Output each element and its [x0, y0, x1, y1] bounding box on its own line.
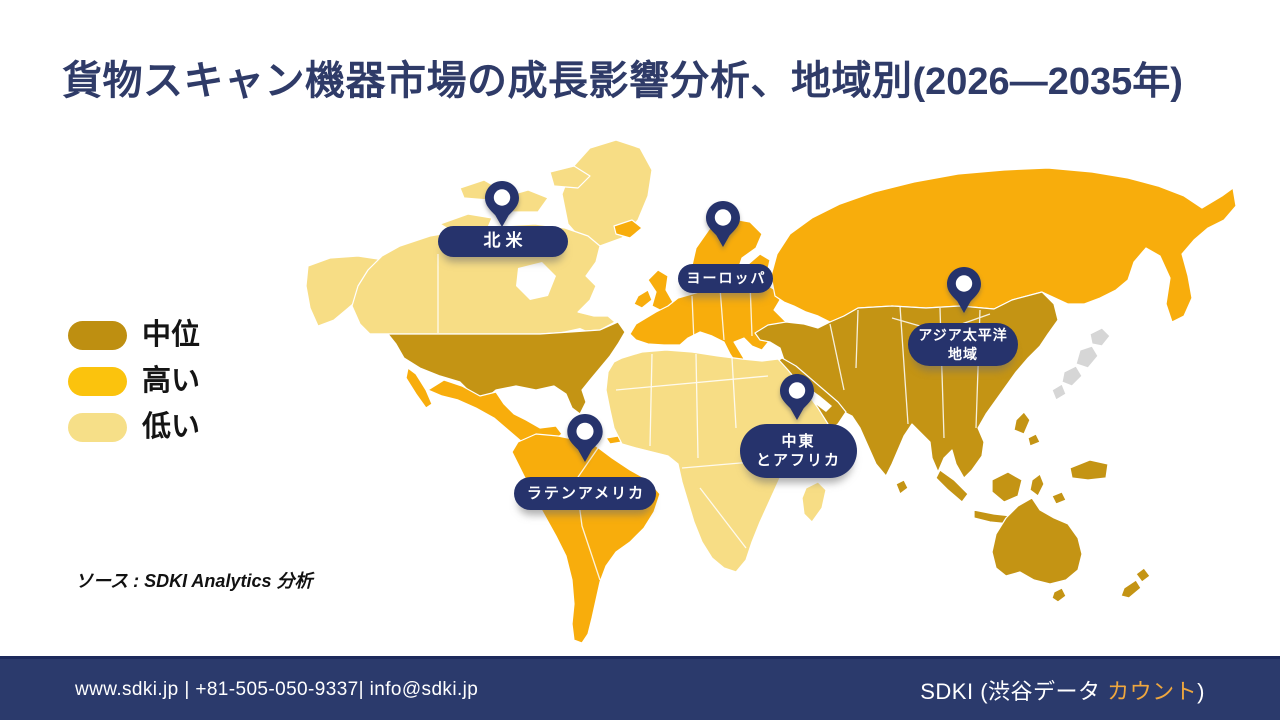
legend-label-high: 高い — [142, 365, 201, 397]
legend-swatch-medium — [68, 321, 127, 350]
map-pin-europe — [703, 200, 743, 248]
map-region-africa — [605, 349, 829, 573]
map-pin-north-america — [482, 180, 522, 228]
legend-item-low: 低い — [68, 413, 200, 442]
map-label-middle-east-africa: 中東 とアフリカ — [740, 424, 857, 478]
map-label-latin-america: ラテンアメリカ — [514, 477, 656, 510]
legend-item-medium: 中位 — [68, 321, 200, 350]
footer-brand-prefix: SDKI (渋谷データ — [920, 678, 1108, 704]
map-region-usa — [369, 321, 626, 415]
map-label-asia-pacific: アジア太平洋 地域 — [908, 323, 1018, 366]
map-region-new-zealand — [1120, 567, 1151, 599]
footer-bar: www.sdki.jp | +81-505-050-9337| info@sdk… — [0, 656, 1280, 720]
legend-swatch-low — [68, 413, 127, 442]
footer-brand-suffix: ) — [1197, 678, 1205, 704]
map-label-text: 北米 — [483, 231, 528, 251]
map-pin-latin-america — [564, 413, 606, 463]
footer-brand: SDKI (渋谷データ カウント) — [920, 674, 1205, 706]
map-label-text: ラテンアメリカ — [526, 484, 646, 502]
map-label-text: アジア太平洋 — [918, 327, 1008, 344]
map-label-text: ヨーロッパ — [686, 270, 767, 287]
legend-swatch-high — [68, 367, 127, 396]
legend-label-medium: 中位 — [142, 319, 201, 351]
page-title-main: 貨物スキャン機器市場の成長影響分析、地域別 — [62, 58, 913, 103]
legend: 中位 高い 低い — [68, 321, 200, 459]
legend-item-high: 高い — [68, 367, 200, 396]
map-region-madagascar — [801, 481, 827, 523]
legend-label-low: 低い — [142, 411, 201, 443]
map-region-philippines — [1013, 411, 1041, 447]
map-region-baja — [405, 367, 433, 409]
map-region-sri-lanka — [895, 479, 909, 495]
map-region-iceland — [613, 219, 643, 239]
map-region-new-guinea — [1069, 459, 1109, 481]
map-region-russia — [770, 167, 1237, 323]
map-label-text: とアフリカ — [755, 452, 841, 469]
page-title-period: (2026—2035年) — [912, 61, 1183, 103]
map-label-text: 地域 — [948, 345, 978, 362]
map-label-text: 中東 — [781, 432, 816, 450]
footer-contact: www.sdki.jp | +81-505-050-9337| info@sdk… — [75, 678, 479, 700]
world-map-svg — [305, 139, 1237, 644]
page-title: 貨物スキャン機器市場の成長影響分析、地域別(2026—2035年) — [62, 48, 1183, 106]
footer-brand-accent: カウント — [1107, 678, 1198, 704]
map-pin-middle-east-africa — [777, 373, 817, 421]
source-note: ソース : SDKI Analytics 分析 — [75, 571, 313, 591]
map-pin-asia-pacific — [944, 266, 984, 314]
map-label-europe: ヨーロッパ — [678, 264, 773, 293]
map-region-australia — [991, 497, 1083, 603]
world-map — [300, 128, 1240, 648]
map-region-japan — [1051, 327, 1111, 401]
map-label-north-america: 北米 — [438, 226, 568, 257]
hudson-bay — [516, 262, 556, 300]
